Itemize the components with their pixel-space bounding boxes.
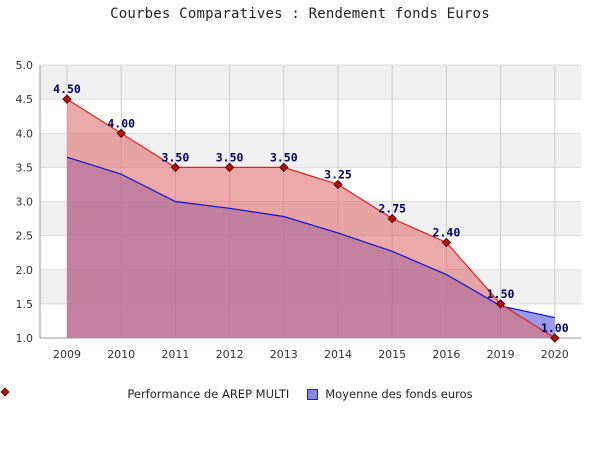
legend-swatch-average [307, 388, 319, 400]
data-label: 2.75 [378, 202, 406, 216]
data-point-performance [116, 128, 126, 138]
legend-item-average: Moyenne des fonds euros [307, 387, 473, 401]
legend-label-performance: Performance de AREP MULTI [127, 387, 290, 401]
data-point-performance [441, 237, 452, 248]
y-tick-label: 5.0 [16, 59, 34, 72]
y-tick-label: 1.0 [16, 332, 34, 345]
data-label: 1.00 [541, 321, 569, 335]
x-tick-label: 2010 [107, 348, 135, 361]
legend-diamond-marker [0, 387, 10, 397]
x-tick-label: 2009 [53, 348, 81, 361]
data-point-performance [224, 162, 235, 173]
x-tick-label: 2020 [541, 348, 569, 361]
legend-item-performance: Performance de AREP MULTI [0, 387, 290, 401]
y-tick-label: 3.0 [16, 196, 34, 209]
x-tick-label: 2011 [161, 348, 189, 361]
y-tick-label: 3.5 [16, 161, 34, 174]
chart-title: Courbes Comparatives : Rendement fonds E… [110, 6, 490, 22]
data-point-performance [279, 162, 289, 173]
chart-legend: Performance de AREP MULTI Moyenne des fo… [0, 387, 600, 401]
data-point-performance [495, 299, 506, 309]
x-tick-label: 2019 [487, 348, 515, 361]
line-average [66, 156, 555, 319]
y-tick-label: 4.5 [16, 93, 34, 106]
grid-band [40, 65, 581, 100]
data-label: 3.50 [216, 150, 244, 164]
x-tick-label: 2014 [324, 348, 352, 361]
data-point-performance [62, 94, 72, 104]
line-performance [66, 98, 556, 339]
x-tick-label: 2015 [378, 348, 406, 361]
data-label: 4.00 [107, 116, 135, 130]
data-label: 4.50 [53, 82, 81, 96]
data-label: 3.50 [162, 150, 190, 164]
data-label: 2.40 [433, 225, 461, 239]
y-tick-label: 2.5 [16, 230, 34, 243]
legend-label-average: Moyenne des fonds euros [325, 387, 473, 401]
y-tick-label: 1.5 [16, 298, 34, 311]
y-tick-label: 2.0 [16, 264, 34, 277]
x-tick-label: 2012 [216, 348, 244, 361]
data-label: 1.50 [487, 287, 515, 301]
data-point-performance [333, 179, 343, 190]
x-tick-label: 2013 [270, 348, 298, 361]
data-label: 3.25 [324, 167, 352, 181]
area-performance [67, 99, 555, 338]
data-label: 3.50 [270, 150, 298, 164]
data-point-performance [387, 213, 397, 224]
x-tick-label: 2016 [432, 348, 460, 361]
y-tick-label: 4.0 [16, 127, 34, 140]
data-point-performance [550, 333, 560, 343]
data-point-performance [170, 162, 181, 173]
